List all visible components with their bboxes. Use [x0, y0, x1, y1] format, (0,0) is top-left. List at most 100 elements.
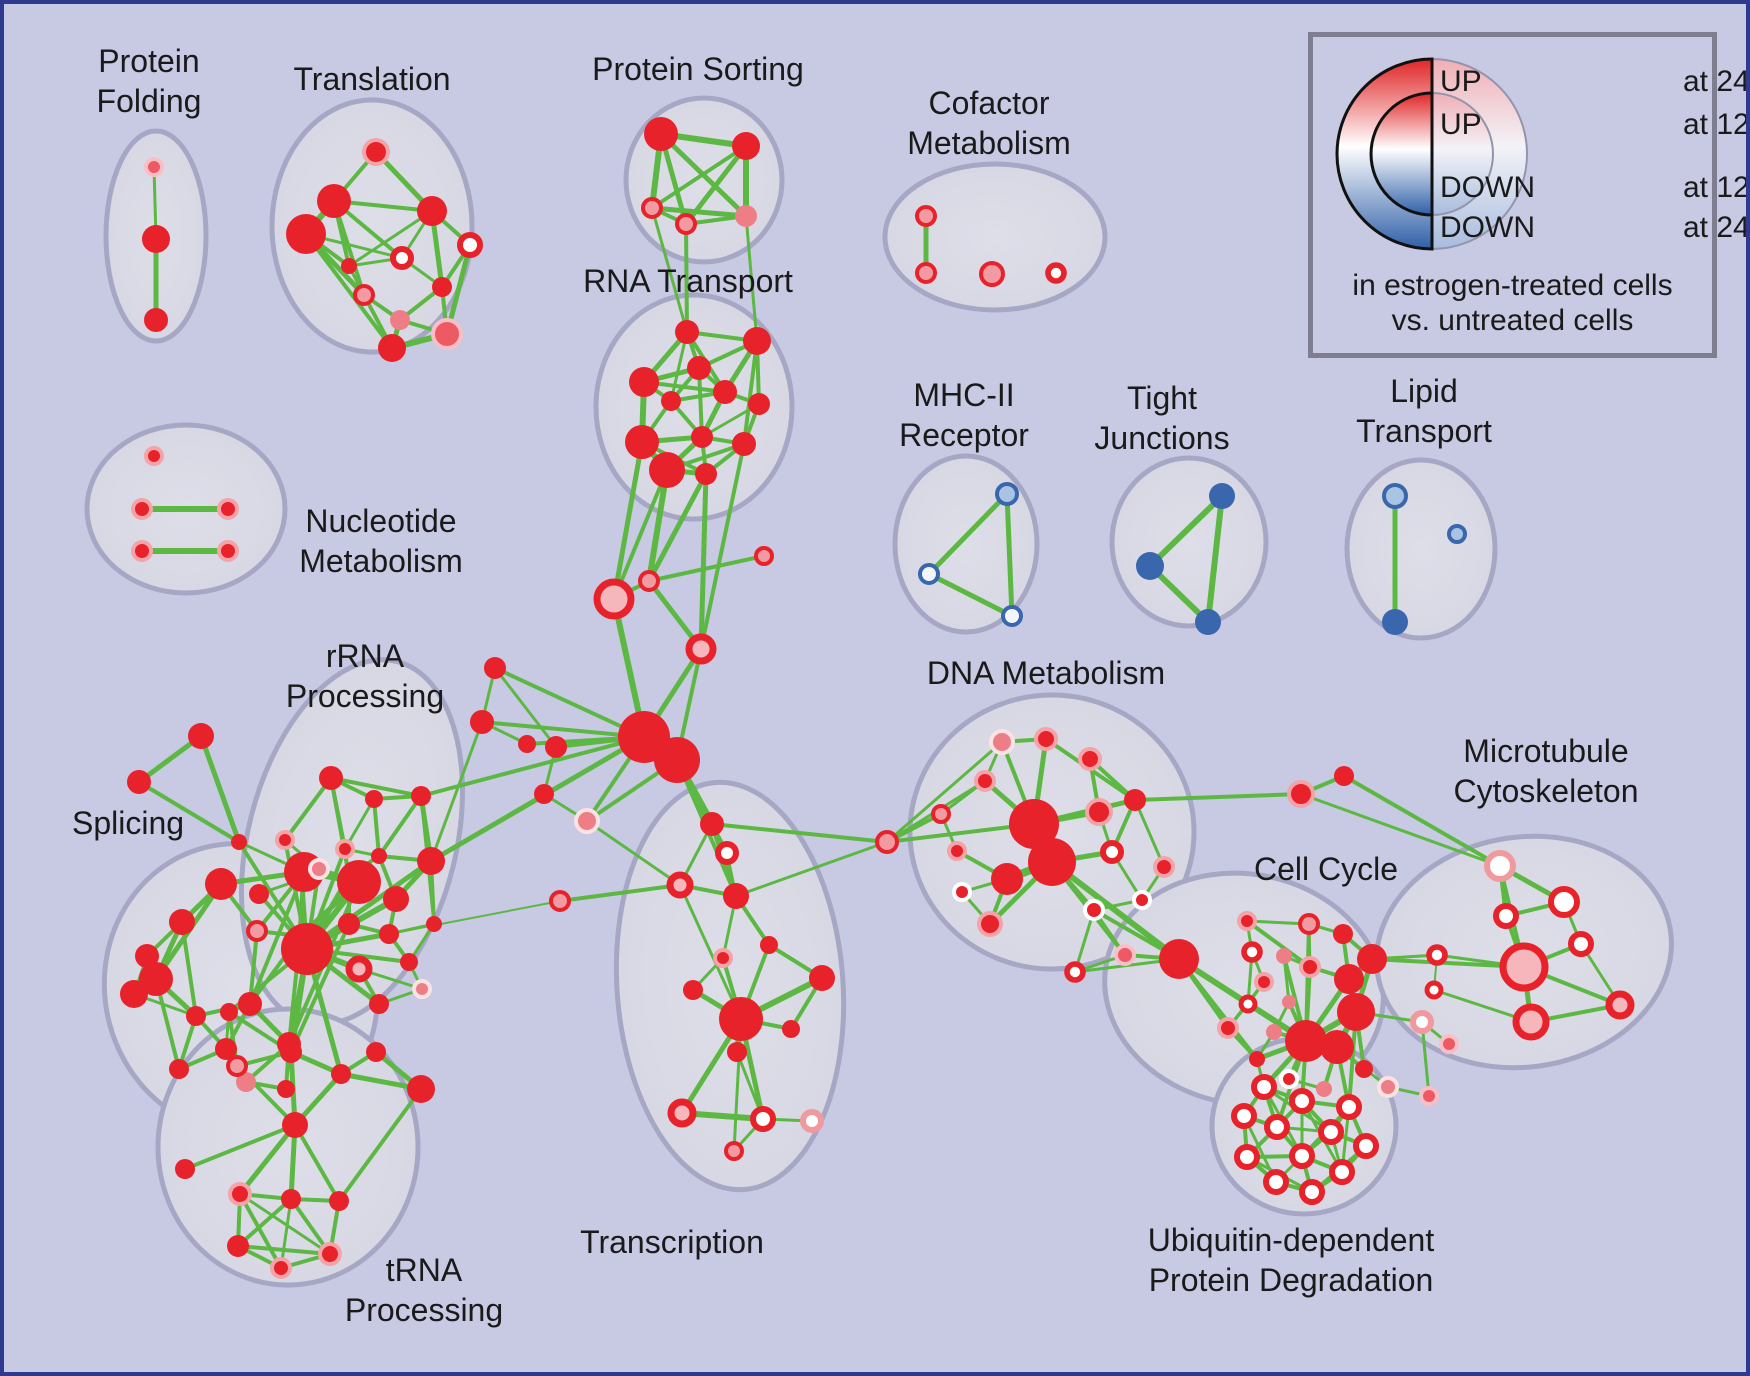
- network-node-splicing: [246, 920, 268, 942]
- network-node-transcription: [723, 883, 749, 909]
- cluster-label-mhc-ii-receptor: Receptor: [899, 417, 1029, 453]
- network-node-backbone: [685, 633, 717, 665]
- legend-row-up-12: UP at 12 hrs: [1440, 108, 1746, 142]
- network-node-backbone: [518, 735, 536, 753]
- network-node-microtubule-cytoskeleton: [1512, 1003, 1550, 1041]
- legend-time-label: at 24 hrs: [1683, 211, 1750, 244]
- cluster-label-ubiquitin-dependent-protein-degradation: Protein Degradation: [1149, 1262, 1434, 1298]
- network-node-cell-cycle: [1241, 941, 1263, 963]
- cluster-label-nucleotide-metabolism: Metabolism: [299, 543, 463, 579]
- network-node-protein-sorting: [735, 205, 757, 227]
- cluster-label-dna-metabolism: DNA Metabolism: [927, 655, 1165, 691]
- network-node-microtubule-cytoskeleton: [1484, 850, 1516, 882]
- network-edge: [236, 1197, 293, 1248]
- network-edge: [734, 840, 889, 898]
- network-edge: [646, 467, 670, 584]
- network-edge: [198, 733, 242, 845]
- network-node-dna-metabolism: [977, 911, 1003, 937]
- network-node-rna-transport: [675, 320, 699, 344]
- network-node-protein-sorting: [644, 117, 678, 151]
- network-node-nucleotide-metabolism: [131, 540, 153, 562]
- network-node-backbone: [593, 578, 635, 620]
- network-edge: [885, 740, 1004, 844]
- network-node-dna-metabolism: [1114, 944, 1136, 966]
- network-edge: [649, 205, 749, 219]
- network-nodes: [120, 117, 1635, 1279]
- network-node-dna-metabolism: [931, 804, 951, 824]
- network-edge: [238, 1192, 332, 1256]
- network-node-transcription: [700, 812, 724, 836]
- network-node-translation: [317, 184, 351, 218]
- network-node-protein-folding: [142, 225, 170, 253]
- network-node-splicing: [238, 992, 262, 1016]
- network-edge: [650, 144, 748, 210]
- network-node-rrna-processing: [426, 916, 442, 932]
- network-node-dna-metabolism: [1083, 899, 1105, 921]
- network-node-dna-metabolism: [1159, 939, 1199, 979]
- network-node-rrna-processing: [412, 979, 432, 999]
- network-node-rna-transport: [629, 367, 659, 397]
- network-node-microtubule-cytoskeleton: [1568, 931, 1594, 957]
- network-node-rrna-processing: [379, 924, 399, 944]
- network-node-tight-junctions: [1195, 609, 1221, 635]
- network-node-cell-cycle: [1355, 1060, 1373, 1078]
- network-node-protein-sorting: [732, 132, 760, 160]
- network-node-translation: [378, 334, 406, 362]
- network-edge: [377, 794, 423, 858]
- network-node-rrna-processing: [371, 848, 387, 864]
- legend-direction-label: DOWN: [1440, 211, 1535, 244]
- network-edge: [372, 797, 381, 858]
- network-edge: [585, 819, 682, 887]
- network-node-microtubule-cytoskeleton: [1548, 886, 1580, 918]
- network-node-splicing: [169, 1059, 189, 1079]
- cluster-label-lipid-transport: Lipid: [1390, 373, 1458, 409]
- network-edge: [1299, 792, 1502, 868]
- network-node-translation: [431, 318, 463, 350]
- cluster-label-trna-processing: tRNA: [386, 1252, 463, 1288]
- network-node-dna-metabolism: [1064, 961, 1086, 983]
- network-node-trna-processing: [227, 1235, 249, 1257]
- network-node-dna-metabolism: [1100, 840, 1124, 864]
- cluster-label-transcription: Transcription: [580, 1224, 764, 1260]
- network-node-tight-junctions: [1136, 552, 1164, 580]
- network-edge: [684, 222, 689, 334]
- network-node-cell-cycle: [1410, 1010, 1434, 1034]
- network-edge: [183, 1123, 297, 1171]
- network-edge: [283, 776, 333, 842]
- cluster-label-trna-processing: Processing: [345, 1292, 503, 1328]
- network-node-translation: [417, 196, 447, 226]
- cluster-label-cofactor-metabolism: Metabolism: [907, 125, 1071, 161]
- network-node-rna-transport: [748, 393, 770, 415]
- network-node-rrna-processing: [411, 786, 431, 806]
- legend-dial-inner-strong: [1369, 91, 1434, 217]
- network-node-microtubule-cytoskeleton: [1499, 942, 1549, 992]
- cluster-label-rna-transport: RNA Transport: [583, 263, 793, 299]
- network-node-rrna-processing: [319, 766, 343, 790]
- network-edge: [337, 1087, 423, 1203]
- network-edge: [611, 439, 645, 602]
- network-edge: [558, 883, 682, 903]
- network-node-cell-cycle: [1377, 1076, 1399, 1098]
- cluster-labels: Protein Folding Translation Protein Sorting…: [72, 43, 1639, 1328]
- cluster-label-tight-junctions: Tight: [1127, 380, 1197, 416]
- network-node-backbone: [534, 784, 554, 804]
- network-node-rrna-processing: [338, 913, 360, 935]
- network-node-cell-cycle: [1316, 1081, 1332, 1097]
- network-node-transcription: [782, 1020, 800, 1038]
- network-node-ubiquitin: [1263, 1169, 1289, 1195]
- network-node-ubiquitin: [1336, 1094, 1362, 1120]
- network-edge: [279, 1197, 293, 1270]
- legend-direction-label: DOWN: [1440, 171, 1535, 204]
- network-edge: [678, 883, 743, 1021]
- cluster-label-cofactor-metabolism: Cofactor: [929, 85, 1050, 121]
- network-node-protein-folding: [144, 157, 164, 177]
- network-edge: [1342, 774, 1502, 868]
- network-edge: [238, 1192, 283, 1270]
- network-node-splicing: [215, 1038, 237, 1060]
- network-node-backbone: [574, 808, 600, 834]
- cluster-label-tight-junctions: Junctions: [1094, 420, 1229, 456]
- network-node-protein-folding: [144, 308, 168, 332]
- network-node-translation: [390, 246, 414, 270]
- network-node-cell-cycle: [1419, 1086, 1439, 1106]
- network-node-transcription: [667, 1098, 697, 1128]
